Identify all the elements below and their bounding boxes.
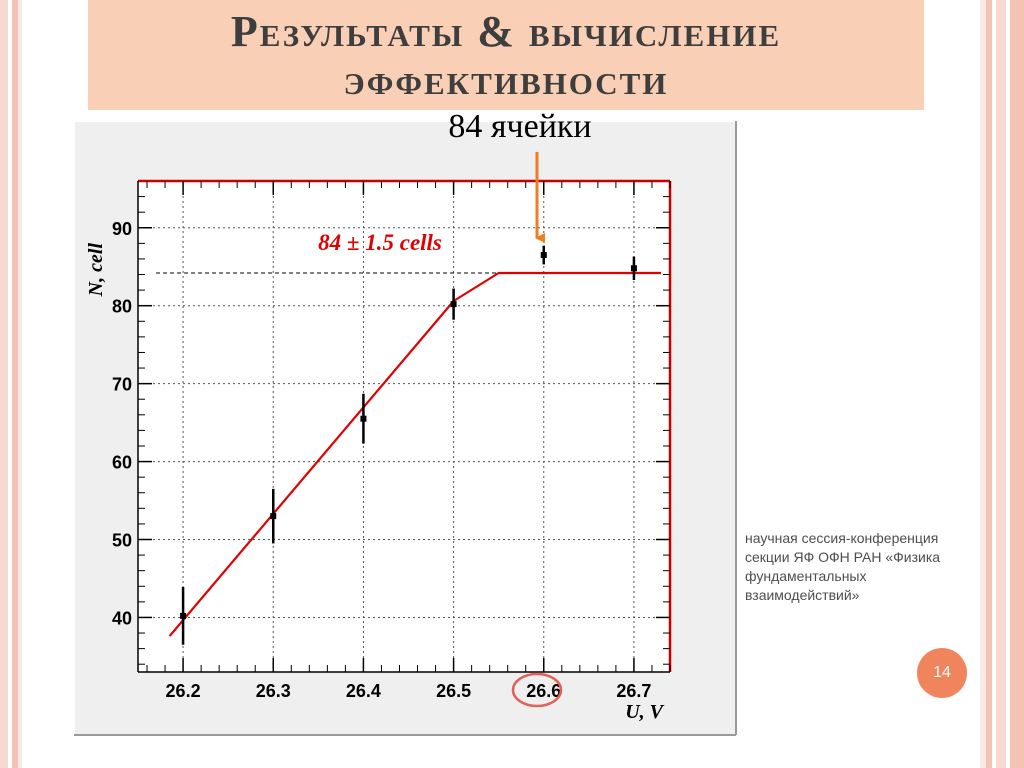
y-axis-title: N, cell	[85, 243, 107, 298]
left-decor-stripe	[0, 0, 8, 768]
page-number: 14	[933, 664, 951, 681]
right-decor-stripe	[980, 0, 986, 768]
y-tick-label: 60	[112, 453, 132, 473]
x-tick-label: 26.2	[166, 681, 201, 701]
data-point	[180, 612, 187, 619]
page-number-badge: 14	[917, 648, 967, 698]
left-decor-stripe	[8, 0, 12, 768]
right-decor-stripe	[986, 0, 992, 768]
slide-title: Результаты & вычисление эффективности	[230, 7, 782, 104]
fit-label: 84 ± 1.5 cells	[318, 230, 442, 255]
x-tick-label: 26.5	[436, 681, 471, 701]
highlight-circle	[511, 672, 563, 708]
title-banner: Результаты & вычисление эффективности	[88, 0, 924, 110]
tick-labels: 26.2 26.3 26.4 26.5 26.6 26.7 40 50 60 70 80 90	[112, 219, 651, 701]
data-point	[360, 415, 367, 422]
data-point	[540, 252, 547, 259]
side-note: научная сессия-конференция секции ЯФ ОФН…	[745, 530, 941, 603]
annotation-label: 84 ячейки	[448, 108, 592, 145]
data-point	[270, 513, 277, 520]
left-decor-stripe	[18, 0, 22, 768]
right-decor-stripe	[996, 0, 1006, 768]
x-tick-label: 26.3	[256, 681, 291, 701]
right-decor-stripe	[1006, 0, 1010, 768]
right-decor-stripe	[1010, 0, 1024, 768]
x-tick-label: 26.4	[346, 681, 381, 701]
x-tick-label: 26.7	[616, 681, 651, 701]
y-tick-label: 80	[112, 297, 132, 317]
data-point	[630, 265, 637, 272]
data-points	[180, 245, 637, 645]
plot-area	[138, 181, 670, 672]
fit-curve	[168, 271, 661, 637]
left-decor-stripe	[12, 0, 18, 768]
y-tick-label: 50	[112, 531, 132, 551]
ticks	[138, 181, 671, 672]
fit-line	[168, 271, 661, 637]
y-tick-label: 70	[112, 375, 132, 395]
x-axis-title: U, V	[625, 701, 664, 723]
y-tick-label: 40	[112, 608, 132, 628]
x-tick-label: 26.6	[526, 681, 561, 701]
y-tick-label: 90	[112, 219, 132, 239]
data-point	[450, 301, 457, 308]
right-decor-stripe	[992, 0, 996, 768]
